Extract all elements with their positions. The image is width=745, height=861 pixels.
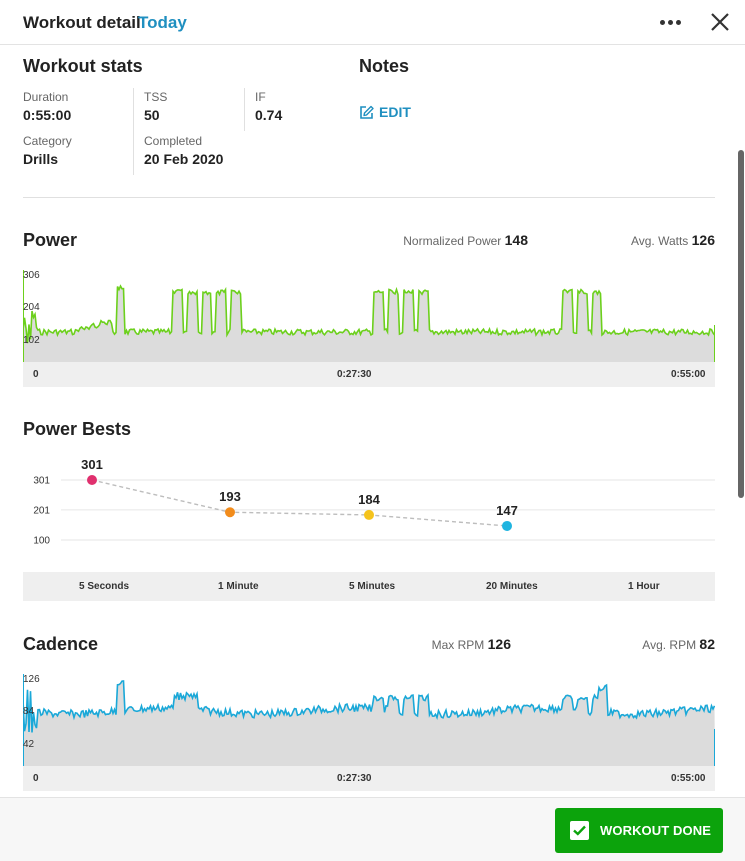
power-bests-x-axis	[23, 572, 715, 601]
power-bests-category: 1 Minute	[218, 581, 259, 592]
more-options-icon[interactable]	[658, 19, 684, 27]
cadence-y-tick: 42	[23, 739, 35, 750]
max-rpm-label: Max RPM	[431, 638, 485, 652]
power-x-tick: 0	[33, 369, 39, 380]
avg-rpm-label: Avg. RPM	[642, 638, 697, 652]
power-y-tick: 306	[23, 270, 40, 281]
power-bests-title: Power Bests	[23, 419, 132, 439]
cadence-x-tick: 0	[33, 773, 39, 784]
cadence-x-tick: 0:55:00	[671, 773, 706, 784]
power-bests-category: 5 Seconds	[79, 581, 130, 592]
section-divider	[23, 197, 715, 198]
cadence-x-axis	[23, 766, 715, 791]
max-rpm: Max RPM 126	[432, 636, 511, 652]
chart-line	[23, 680, 715, 733]
power-bests-y-tick: 301	[33, 476, 50, 487]
edit-notes-button[interactable]: EDIT	[359, 103, 411, 121]
cadence-chart	[23, 674, 715, 766]
notes-title: Notes	[359, 56, 410, 76]
chart-line	[23, 284, 715, 344]
stats-divider	[244, 88, 245, 131]
edit-icon	[360, 105, 374, 119]
power-bests-point	[225, 507, 235, 518]
avg-watts-value: 126	[691, 232, 715, 248]
duration-value: 0:55:00	[23, 107, 72, 123]
normalized-power-label: Normalized Power	[403, 234, 502, 248]
workout-stats-title: Workout stats	[23, 56, 143, 76]
power-x-tick: 0:27:30	[337, 369, 372, 380]
page-title: Workout detail	[23, 13, 141, 32]
power-bests-point	[364, 509, 374, 520]
cadence-x-tick: 0:27:30	[337, 773, 372, 784]
avg-rpm-value: 82	[699, 636, 715, 652]
max-rpm-value: 126	[487, 636, 511, 652]
workout-done-button[interactable]: WORKOUT DONE	[555, 808, 723, 853]
category-label: Category	[23, 134, 72, 148]
power-bests-category: 20 Minutes	[486, 581, 538, 592]
cadence-y-tick: 126	[23, 674, 40, 685]
normalized-power: Normalized Power 148	[403, 232, 528, 248]
category-value: Drills	[23, 151, 59, 167]
power-bests-point	[502, 520, 512, 531]
cadence-title: Cadence	[23, 634, 99, 654]
duration-label: Duration	[23, 90, 69, 104]
workout-date: Today	[138, 13, 187, 32]
header: Workout detail Today	[0, 0, 745, 45]
avg-watts: Avg. Watts 126	[631, 232, 715, 248]
workout-done-label: WORKOUT DONE	[600, 823, 711, 838]
power-title: Power	[23, 230, 78, 250]
edit-label: EDIT	[379, 104, 411, 120]
completed-value: 20 Feb 2020	[144, 151, 224, 167]
if-value: 0.74	[255, 107, 283, 123]
chart-area	[23, 286, 715, 362]
power-bests-line	[91, 479, 508, 527]
if-label: IF	[255, 90, 266, 104]
power-y-tick: 204	[23, 302, 40, 313]
power-x-tick: 0:55:00	[671, 369, 706, 380]
power-bests-y-tick: 100	[33, 536, 50, 547]
power-bests-point	[87, 475, 97, 485]
completed-label: Completed	[144, 134, 203, 148]
power-chart	[23, 270, 715, 362]
power-bests-value-label: 184	[358, 492, 380, 507]
tss-label: TSS	[144, 90, 168, 104]
avg-rpm: Avg. RPM 82	[642, 636, 715, 652]
avg-watts-label: Avg. Watts	[630, 234, 689, 248]
power-bests-value-label: 193	[219, 489, 241, 504]
power-bests-y-tick: 201	[33, 505, 50, 516]
chart-area	[23, 681, 715, 766]
checkbox-icon	[570, 821, 589, 840]
power-y-tick: 102	[23, 335, 40, 346]
stats-divider	[133, 88, 134, 175]
normalized-power-value: 148	[504, 232, 528, 248]
power-bests-chart: 301 201 100 301 193 184 147	[33, 457, 715, 547]
power-bests-value-label: 147	[496, 503, 518, 518]
close-icon[interactable]	[709, 11, 731, 33]
power-bests-value-label: 301	[81, 457, 103, 472]
power-x-axis	[23, 362, 715, 387]
cadence-y-tick: 84	[23, 706, 35, 717]
scrollbar[interactable]	[738, 150, 744, 498]
power-bests-category: 5 Minutes	[349, 581, 396, 592]
power-bests-category: 1 Hour	[628, 581, 660, 592]
tss-value: 50	[144, 107, 160, 123]
